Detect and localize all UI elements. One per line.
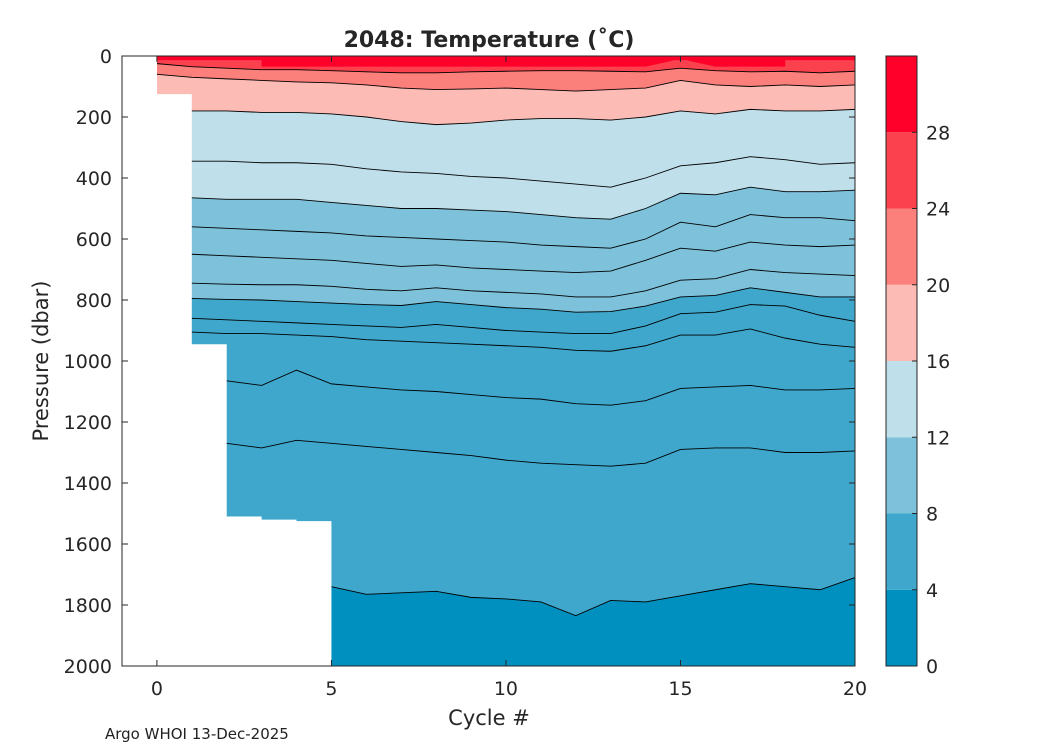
- isotherm-11: [156, 369, 856, 406]
- y-tick-label-8: 1600: [64, 534, 112, 556]
- no-data-mask: [122, 56, 855, 666]
- y-tick-label-6: 1200: [64, 412, 112, 434]
- colorbar-bin-0: [886, 589, 917, 666]
- y-axis-label: Pressure (dbar): [29, 281, 53, 442]
- isotherm-6: [156, 241, 856, 274]
- colorbar-bin-1: [886, 513, 917, 590]
- y-tick-label-1: 200: [76, 107, 112, 129]
- footer-credit: Argo WHOI 13-Dec-2025: [105, 725, 289, 743]
- y-tick-label-0: 0: [100, 46, 112, 68]
- contour-lines: [156, 63, 856, 617]
- colorbar-tick-label-3: 12: [926, 427, 950, 449]
- y-tick-label-4: 800: [76, 290, 112, 312]
- band-2: [156, 74, 855, 125]
- colorbar-tick-label-7: 28: [926, 122, 950, 144]
- y-tick-label-2: 400: [76, 168, 112, 190]
- band-10: [156, 304, 855, 352]
- y-tick-label-3: 600: [76, 229, 112, 251]
- isotherm-4: [156, 186, 856, 220]
- x-tick-label-2: 10: [494, 678, 518, 700]
- band-4: [156, 156, 855, 220]
- colorbar-bin-4: [886, 284, 917, 361]
- band-6: [156, 214, 855, 273]
- colorbar-bin-7: [886, 56, 917, 133]
- colorbar-tick-label-0: 0: [926, 656, 938, 678]
- colorbar-tick-label-4: 16: [926, 351, 950, 373]
- x-axis-label: Cycle #: [448, 706, 530, 730]
- chart-title: 2048: Temperature (˚C): [344, 28, 635, 53]
- band-12: [156, 370, 855, 467]
- colorbar-bin-5: [886, 208, 917, 285]
- y-tick-label-9: 1800: [64, 595, 112, 617]
- x-tick-label-0: 0: [151, 678, 163, 700]
- y-axis: 0 200 400 600 800 1000 1200 1400 1600 1800 2000: [64, 46, 855, 678]
- isotherm-10: [156, 328, 856, 352]
- x-tick-label-3: 15: [668, 678, 692, 700]
- colorbar-tick-label-2: 8: [926, 504, 938, 526]
- colorbar: 0 4 8 12 16 20 24 28: [885, 55, 950, 678]
- x-axis: 0 5 10 15 20: [151, 56, 867, 700]
- colorbar-bin-2: [886, 437, 917, 514]
- isotherm-9: [156, 304, 856, 334]
- isotherm-0: [156, 63, 856, 74]
- x-tick-label-1: 5: [325, 678, 337, 700]
- isotherm-5: [156, 214, 856, 249]
- isotherm-12: [156, 439, 856, 467]
- plot-area: [121, 55, 856, 667]
- isotherm-2: [156, 108, 856, 126]
- colorbar-tick-label-6: 24: [926, 199, 950, 221]
- colorbar-bin-6: [886, 132, 917, 209]
- band-11: [156, 328, 855, 406]
- x-tick-label-4: 20: [843, 678, 867, 700]
- band-1: [156, 63, 855, 92]
- isotherm-3: [156, 156, 856, 188]
- isotherm-8: [156, 287, 855, 313]
- band-3: [156, 109, 855, 188]
- isotherm-7: [156, 269, 856, 298]
- y-tick-label-5: 1000: [64, 351, 112, 373]
- no-data-region: [122, 56, 855, 666]
- colorbar-tick-label-1: 4: [926, 580, 938, 602]
- colorbar-bin-3: [886, 361, 917, 438]
- band-9: [156, 287, 855, 334]
- colorbar-tick-label-5: 20: [926, 275, 950, 297]
- band-warmest: [261, 56, 786, 67]
- y-tick-label-7: 1400: [64, 473, 112, 495]
- isotherm-1: [156, 73, 856, 92]
- y-tick-label-10: 2000: [64, 656, 112, 678]
